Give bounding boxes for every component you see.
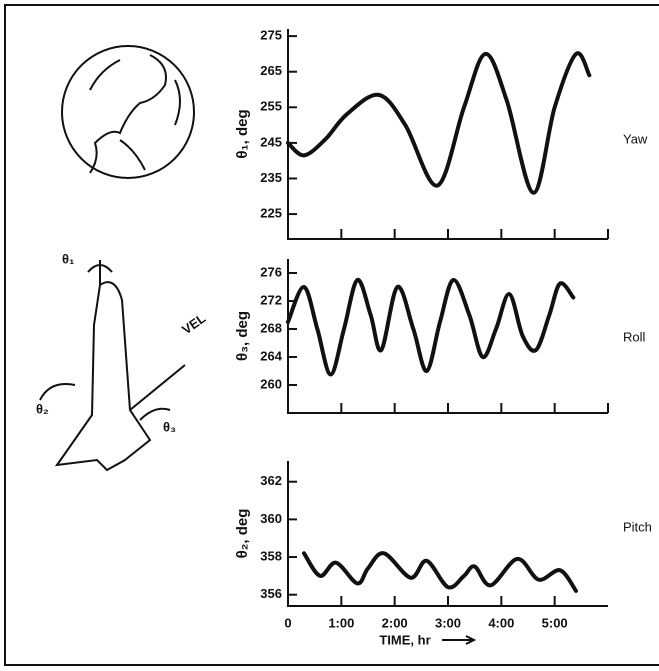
velocity-label: VEL [179,310,208,337]
y-tick-label: 272 [260,292,282,307]
axes [287,461,608,607]
side-label: Roll [623,329,646,344]
x-tick-label: 5:00 [542,615,568,630]
x-tick-label: 0 [284,615,291,630]
side-label: Yaw [623,131,648,146]
y-tick-label: 265 [260,63,282,78]
globe [61,45,195,179]
x-axis-label: TIME, hr [379,632,430,647]
angle-label: θ₁ [62,251,74,266]
y-tick-label: 268 [260,320,282,335]
x-tick-label: 2:00 [382,615,408,630]
y-tick-label: 360 [260,511,282,526]
x-tick-label: 1:00 [328,615,354,630]
y-tick-label: 235 [260,170,282,185]
y-tick-label: 276 [260,264,282,279]
frame [4,4,659,666]
y-tick-label: 260 [260,376,282,391]
angle-label: θ₂ [36,401,49,416]
angle-label: θ₃ [163,419,176,434]
y-axis-label: θ₁, deg [234,109,251,158]
y-axis-label: θ₂, deg [234,509,251,559]
y-tick-label: 255 [260,99,282,114]
y-tick-label: 358 [260,548,282,563]
data-line [286,277,576,377]
side-label: Pitch [623,519,652,534]
data-line [302,551,578,593]
shuttle [39,260,186,472]
y-tick-label: 362 [260,473,282,488]
x-tick-label: 4:00 [488,615,514,630]
x-tick-label: 3:00 [435,615,461,630]
y-tick-label: 245 [260,134,282,149]
axes [287,29,608,240]
y-tick-label: 225 [260,206,282,221]
y-tick-label: 275 [260,28,282,43]
y-tick-label: 356 [260,586,282,601]
y-tick-label: 264 [260,348,282,363]
y-axis-label: θ₃, deg [234,311,251,361]
data-line [286,51,592,195]
time-arrow [442,635,477,645]
